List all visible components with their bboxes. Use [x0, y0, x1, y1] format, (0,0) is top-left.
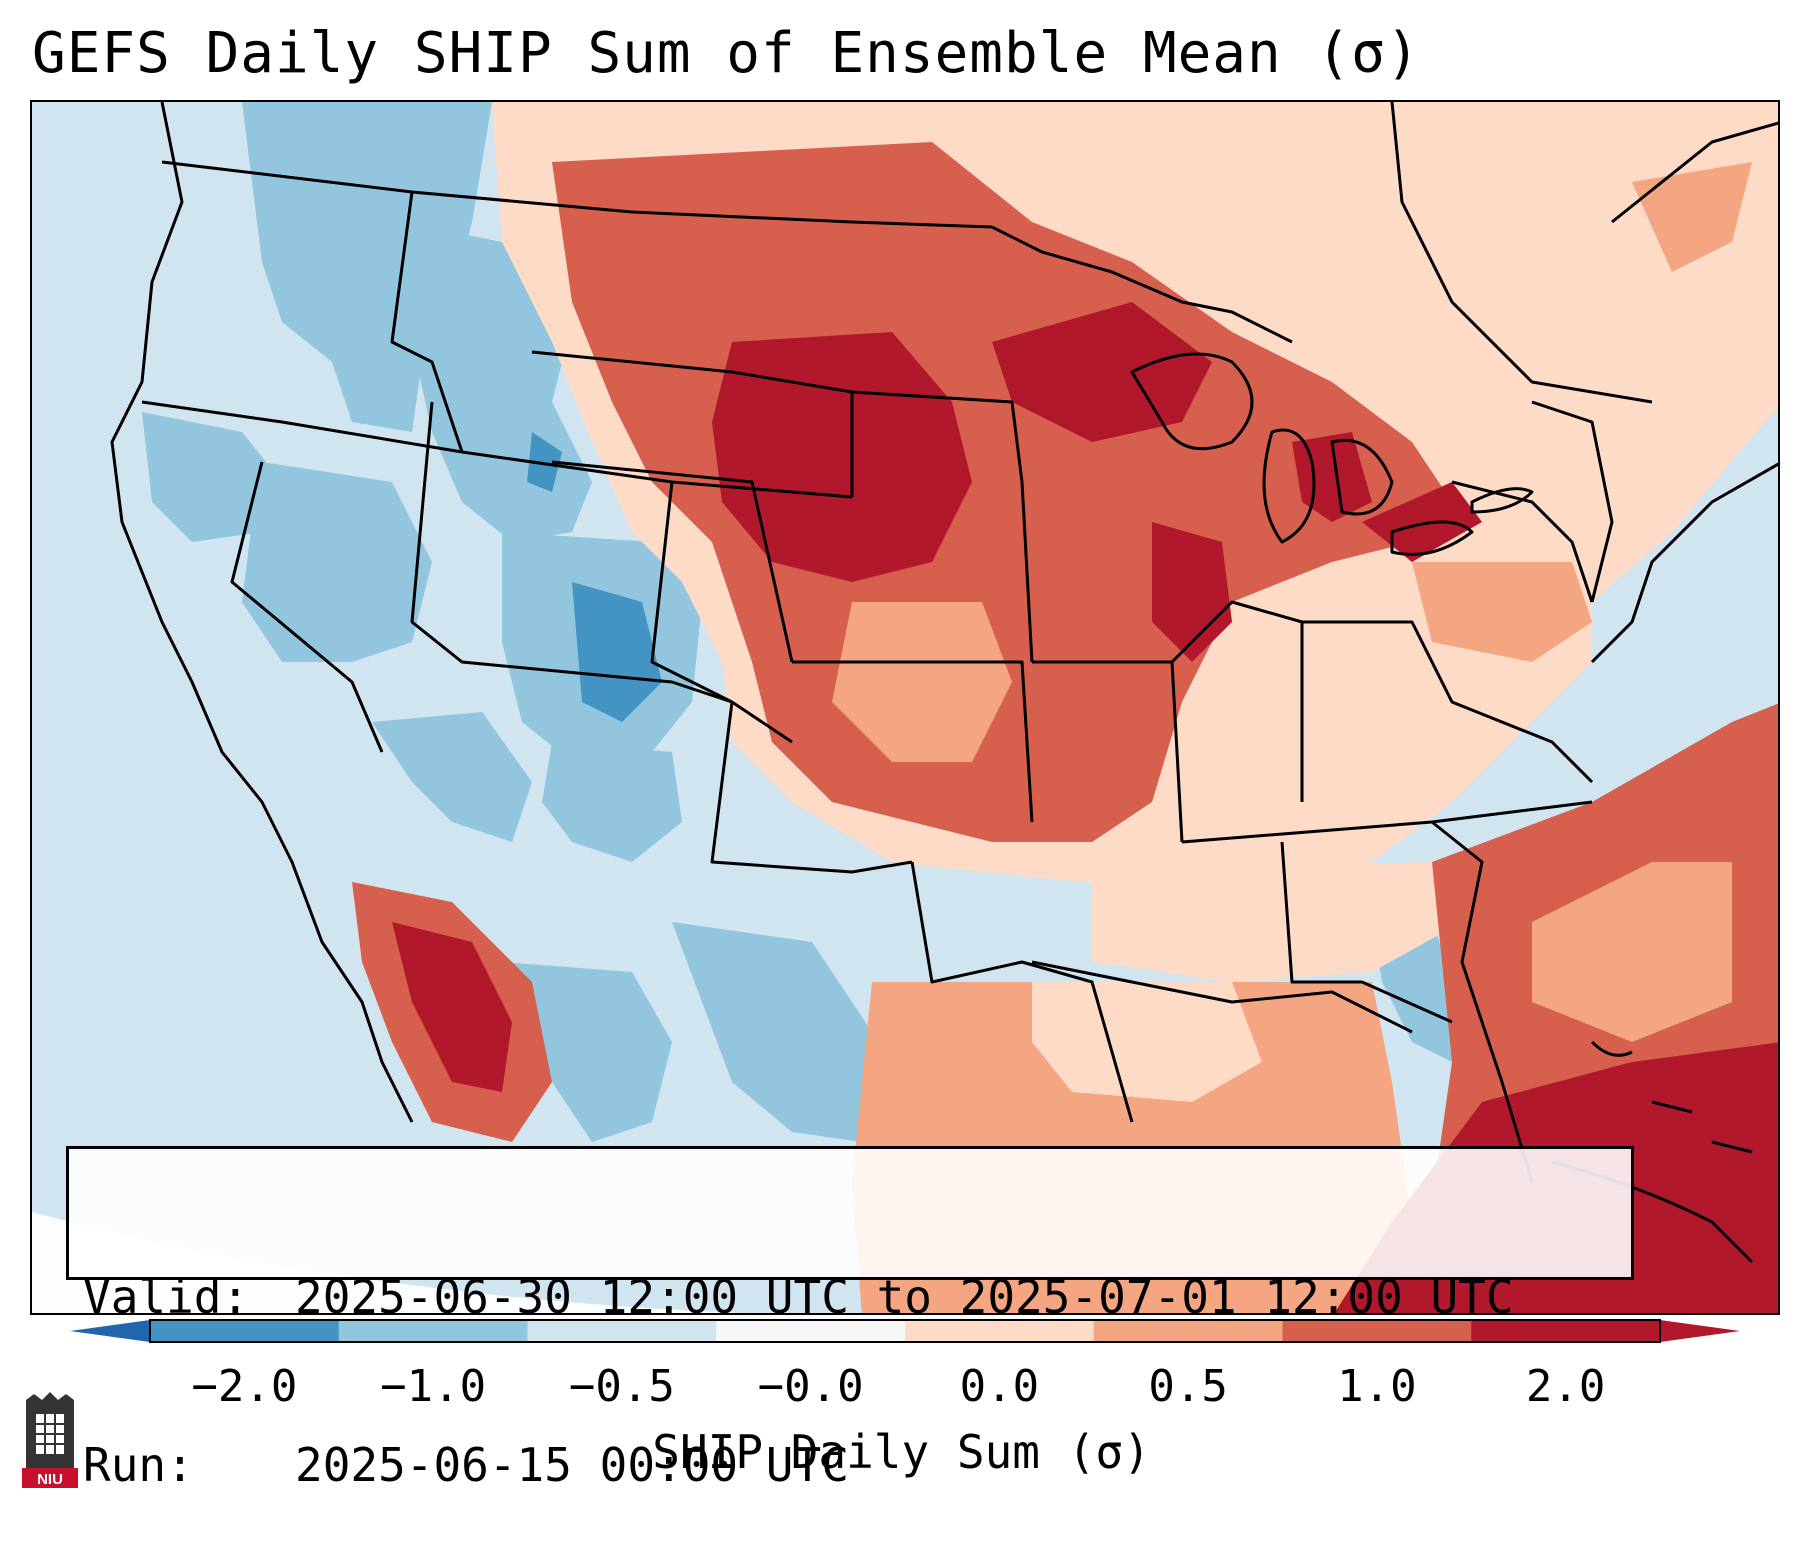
colorbar-segments: [150, 1320, 1661, 1342]
coastline-west: [110, 102, 414, 1123]
border-or-wa: [141, 400, 463, 454]
field-peach-gulf-core: [1032, 982, 1262, 1102]
lake-erie: [1390, 520, 1474, 556]
field-lightblue-or: [142, 412, 282, 542]
colorbar-tick-label: 0.0: [959, 1361, 1040, 1412]
border-ks: [792, 660, 1034, 823]
valid-label: Valid:: [83, 1270, 250, 1324]
lake-superior: [1130, 352, 1254, 451]
border-nm: [710, 701, 913, 874]
colorbar-tick-label: −1.0: [380, 1361, 487, 1412]
field-lightblue-tx: [672, 922, 892, 1142]
colorbar: [70, 1319, 1740, 1343]
border-nv: [230, 461, 384, 753]
border-mt-south: [531, 350, 854, 497]
border-ut: [410, 401, 733, 704]
border-oh-wv: [1302, 620, 1594, 784]
border-us-canada: [161, 160, 993, 229]
run-value: 2025-06-15 00:00 UTC: [295, 1438, 849, 1492]
field-red-midwest: [552, 142, 1452, 842]
field-darkred-il: [1152, 522, 1232, 662]
field-lightblue-mx: [502, 962, 672, 1142]
border-wy: [551, 460, 794, 663]
colorbar-tick-label: −0.0: [757, 1361, 864, 1412]
domain-edge: [32, 1212, 741, 1313]
map-panel: [30, 100, 1780, 1315]
colorbar-tick-label: 2.0: [1525, 1361, 1606, 1412]
coastline-ne: [1590, 462, 1778, 664]
valid-row: Valid: 2025-06-30 12:00 UTC to 2025-07-01…: [83, 1269, 1631, 1325]
field-lightblue-nv: [242, 462, 432, 662]
field-salmon-atlantic: [1532, 862, 1732, 1042]
border-quebec: [1390, 102, 1653, 404]
run-label: Run:: [83, 1438, 194, 1492]
colorbar-tick-label: −0.5: [568, 1361, 675, 1412]
map-title: GEFS Daily SHIP Sum of Ensemble Mean (σ): [32, 21, 1421, 86]
border-ny: [1531, 400, 1614, 603]
border-nd-sd-ne: [851, 390, 1034, 663]
colorbar-over-arrow: [1660, 1320, 1740, 1342]
colorbar-tick-label: −2.0: [191, 1361, 298, 1412]
border-co-west: [650, 481, 793, 744]
lake-michigan: [1262, 428, 1316, 544]
field-peach-gulf-coast: [1092, 862, 1462, 982]
colorbar-segment: [338, 1320, 528, 1342]
colorbar-segment: [150, 1320, 340, 1342]
coastline-gulf: [1031, 960, 1413, 1034]
border-tx: [910, 861, 1134, 1123]
field-salmon-pa: [1412, 562, 1592, 662]
colorbar-segment: [905, 1320, 1095, 1342]
valid-run-info-box: Valid: 2025-06-30 12:00 UTC to 2025-07-01…: [66, 1146, 1634, 1492]
colorbar-outline: [149, 1319, 1661, 1343]
colorbar-under-arrow: [70, 1320, 150, 1342]
logo-badge: [22, 1468, 78, 1488]
field-blue-id-spot: [527, 432, 562, 492]
border-mn-ontario: [991, 225, 1293, 344]
field-lightblue-az: [372, 712, 532, 842]
colorbar-tick-label: 1.0: [1337, 1361, 1417, 1412]
border-id-west: [390, 191, 464, 453]
niu-logo: NIU: [22, 1392, 78, 1488]
run-row: Run: 2025-06-15 00:00 UTC: [83, 1437, 1631, 1493]
colorbar-segment: [1282, 1320, 1472, 1342]
field-darkred-mx-west: [392, 922, 512, 1092]
colorbar-segment: [1471, 1320, 1661, 1342]
colorbar-segment: [527, 1320, 717, 1342]
colorbar-label: SHIP Daily Sum (σ): [652, 1425, 1151, 1479]
colorbar-tick-label: 0.5: [1148, 1361, 1228, 1412]
lake-huron: [1330, 438, 1394, 516]
coastline-se: [1431, 820, 1534, 1183]
border-il-in: [1170, 600, 1304, 802]
colorbar-segment: [1093, 1320, 1283, 1342]
field-lightblue-nm: [542, 742, 682, 862]
shaded-map: [32, 102, 1778, 1313]
bahamas: [1590, 1040, 1753, 1154]
field-blue-co-core: [572, 582, 662, 722]
colorbar-segment: [716, 1320, 906, 1342]
logo-text: NIU: [37, 1471, 63, 1488]
lake-ontario: [1470, 487, 1534, 514]
field-darkred-mn: [992, 302, 1212, 442]
field-salmon-maritime: [1632, 162, 1752, 272]
field-salmon-ks: [832, 602, 1012, 762]
valid-value: 2025-06-30 12:00 UTC to 2025-07-01 12:00…: [295, 1270, 1514, 1324]
border-al-ga: [1280, 841, 1453, 1024]
coastline-maritime: [1611, 121, 1778, 224]
field-lightblue-nw: [242, 102, 492, 432]
